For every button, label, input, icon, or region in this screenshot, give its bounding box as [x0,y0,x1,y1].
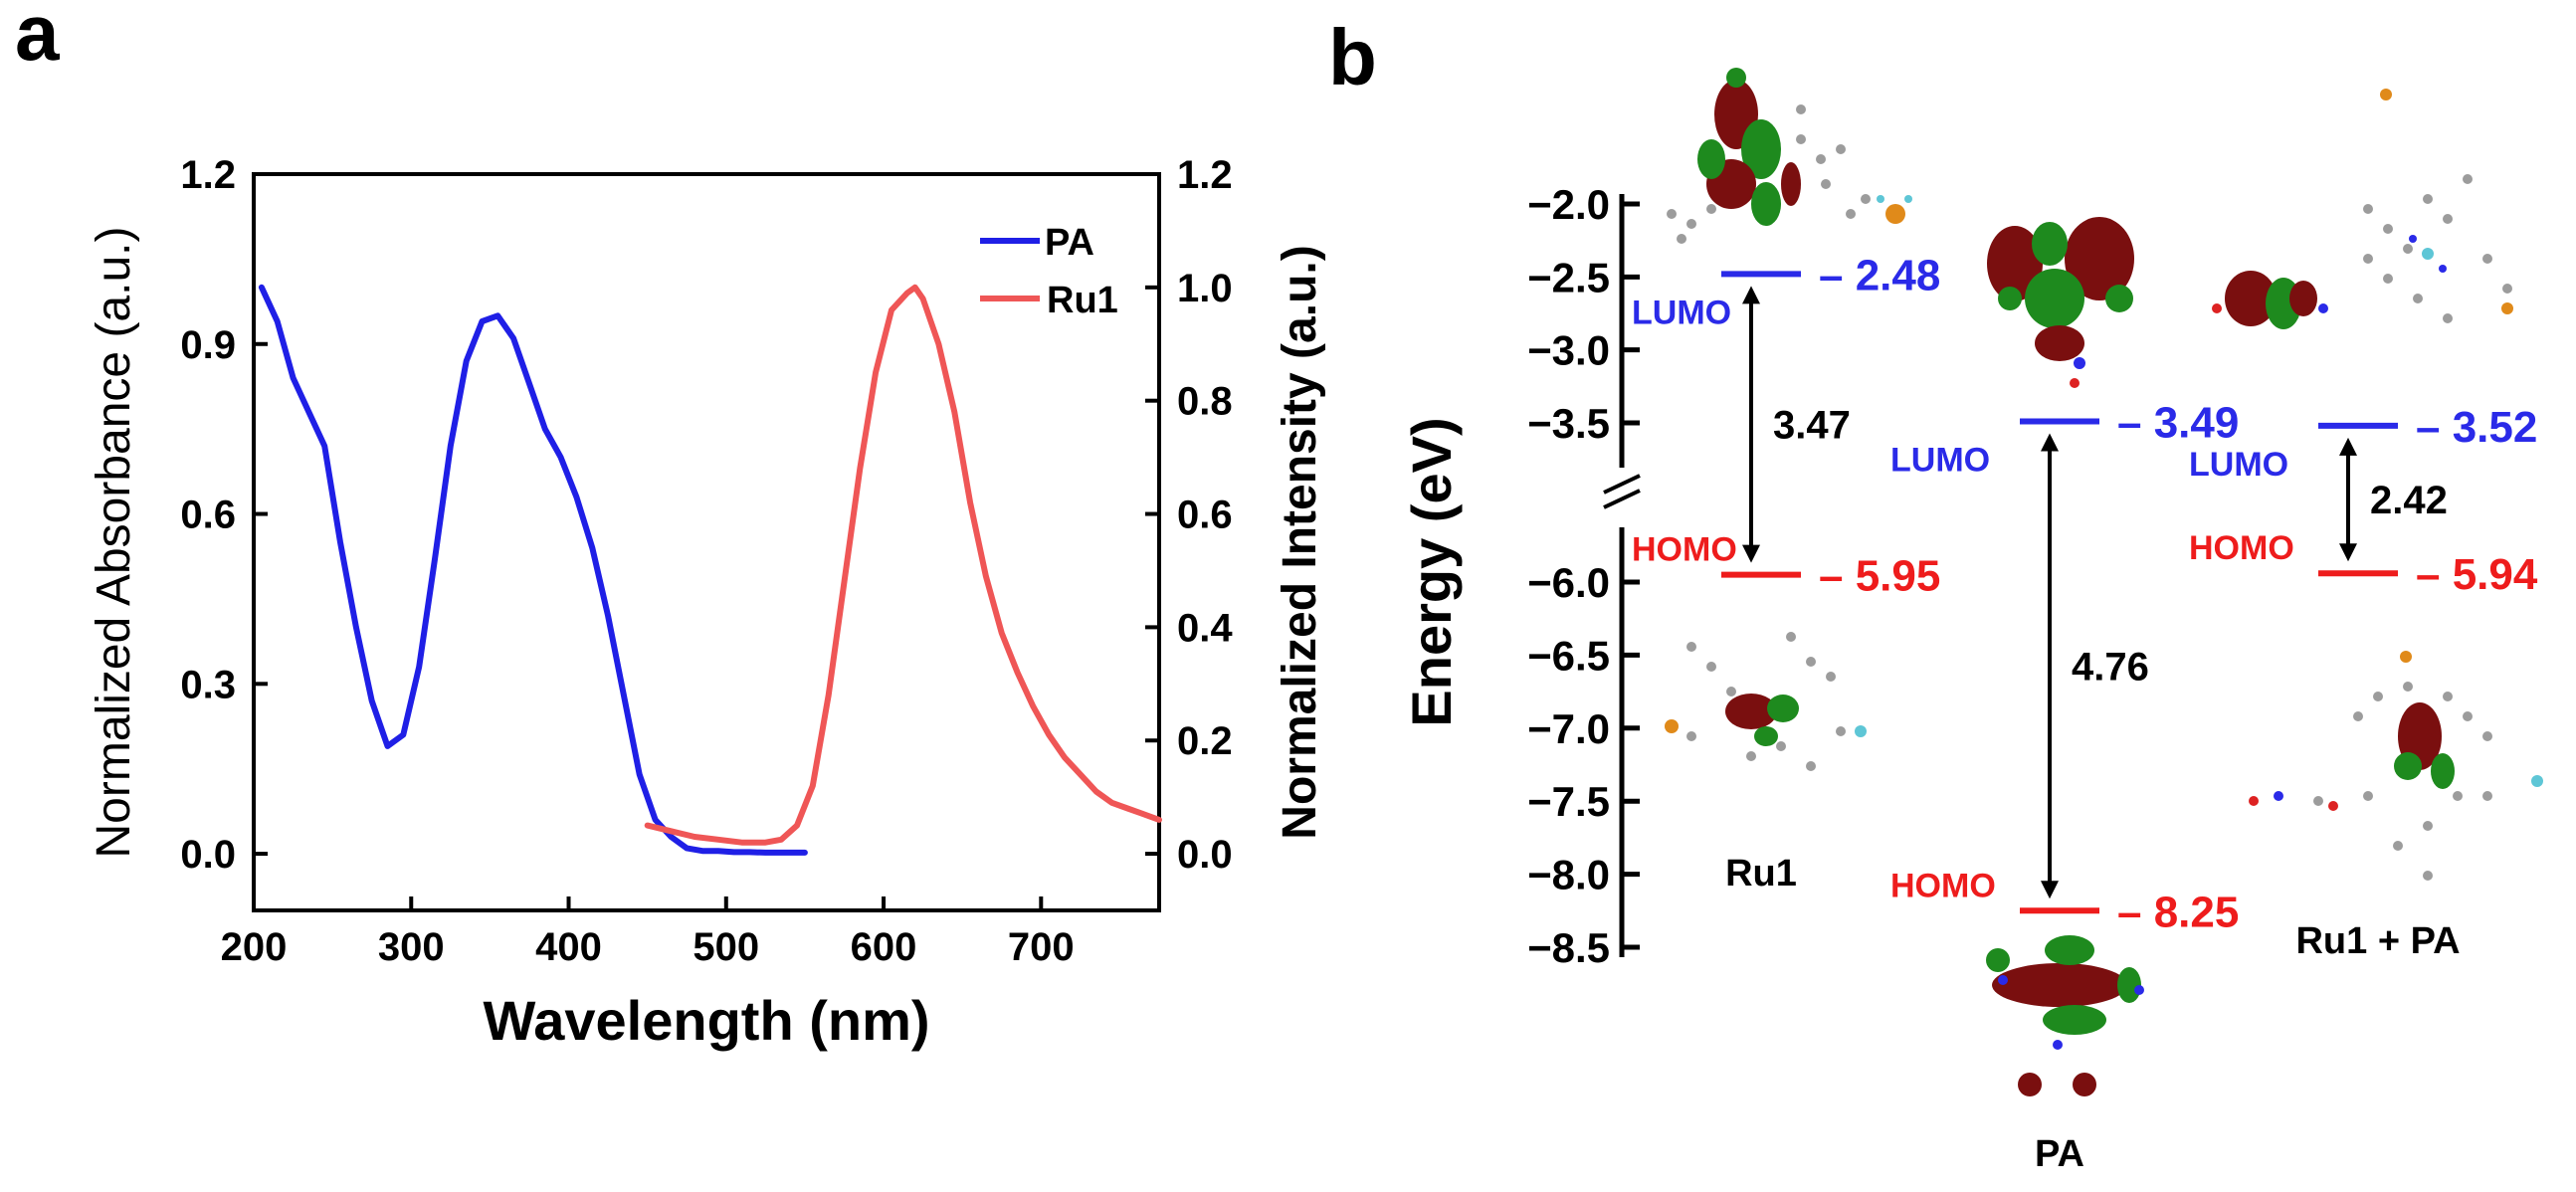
gap-value-ru1: 3.47 [1773,404,1851,448]
gap-arrowhead-down [2339,543,2357,562]
lumo-label-pa: LUMO [1890,442,1990,480]
panel-label-b: b [1328,13,1377,101]
gap-arrowhead-down [2041,881,2059,899]
energy-tick-label: −2.5 [1527,254,1610,300]
y-tick-label-left: 0.0 [180,833,236,877]
x-tick-label: 700 [1008,925,1075,969]
legend-label-ru1: Ru1 [1047,280,1118,321]
energy-level-diagram: −2.0 −2.5 −3.0 −3.5 −6.0 −6.5 −7.0 −7.5 −8.0 −8.5… [1400,68,2543,1175]
homo-label-ru1-pa: HOMO [2189,529,2294,567]
y-tick-label-right: 0.2 [1177,719,1233,763]
energy-tick-label: −7.5 [1527,778,1610,825]
pa-lumo-orbital-image [1987,217,2134,388]
gap-value-pa: 4.76 [2072,645,2149,689]
y-tick-label-right: 1.0 [1177,267,1233,310]
homo-value-ru1: – 5.95 [1819,552,1940,601]
pa-homo-orbital-image [1986,935,2144,1096]
homo-value-ru1-pa: – 5.94 [2416,550,2538,599]
lumo-value-pa: – 3.49 [2117,399,2239,448]
y-ticks-right: 0.0 0.2 0.4 0.6 0.8 1.0 1.2 [1145,153,1233,877]
gap-arrowhead-up [2041,433,2059,452]
y-tick-label-right: 1.2 [1177,153,1233,197]
system-name-pa: PA [2035,1133,2084,1175]
gap-arrowhead-up [2339,437,2357,456]
y-tick-label-right: 0.8 [1177,380,1233,424]
system-name-ru1: Ru1 [1725,853,1797,894]
y-tick-label-left: 0.9 [180,323,236,367]
series-lines [258,284,1162,856]
lumo-label-ru1: LUMO [1632,294,1731,331]
x-tick-label: 500 [693,925,759,969]
absorbance-emission-chart: 200 300 400 500 600 700 0.00.30.60.91.2 0.00.… [88,153,1326,1052]
ru1-homo-orbital-image [1665,632,1867,771]
y-axis-label-right: Normalized Intensity (a.u.) [1274,245,1326,839]
y-axis-label-left: Normalized Absorbance (a.u.) [88,227,140,859]
energy-ticks: −2.0 −2.5 −3.0 −3.5 −6.0 −6.5 −7.0 −7.5 −8.0 −8.5 [1527,181,1640,971]
energy-tick-label: −8.5 [1527,924,1610,971]
gap-arrowhead-up [1742,286,1760,304]
y-tick-label-right: 0.0 [1177,833,1233,877]
system-name-ru1-pa: Ru1 + PA [2295,920,2460,962]
ru1-pa-homo-orbital-image [2249,651,2543,881]
lumo-value-ru1: – 2.48 [1819,251,1940,299]
ru1-pa-lumo-orbital-image [2212,89,2513,329]
energy-tick-label: −7.0 [1527,705,1610,752]
axis-break-icon [1603,474,1641,509]
x-tick-label: 200 [221,925,288,969]
y-tick-label-left: 1.2 [180,153,236,197]
energy-tick-label: −3.0 [1527,327,1610,374]
y-tick-label-left: 0.6 [180,494,236,537]
energy-tick-label: −6.5 [1527,632,1610,679]
energy-tick-label: −3.5 [1527,400,1610,447]
y-tick-label-right: 0.4 [1177,606,1233,650]
homo-label-pa: HOMO [1890,867,1996,904]
y-tick-label-left: 0.3 [180,663,236,706]
lumo-value-ru1-pa: – 3.52 [2416,403,2537,452]
series-line-ru1 [644,284,1162,846]
energy-levels: – 2.48 – 5.95 LUMO HOMO 3.47 Ru1 – 3.49 – 8.25 L… [1632,251,2538,1175]
energy-tick-label: −6.0 [1527,559,1610,606]
x-tick-label: 600 [851,925,917,969]
gap-arrowhead-down [1742,544,1760,563]
y-tick-label-right: 0.6 [1177,494,1233,537]
series-line-pa [258,284,808,856]
energy-tick-label: −2.0 [1527,181,1610,228]
homo-label-ru1: HOMO [1632,531,1737,569]
homo-value-pa: – 8.25 [2117,888,2239,936]
x-ticks-a: 200 300 400 500 600 700 [221,896,1075,969]
legend: PA Ru1 [980,222,1118,321]
lumo-label-ru1-pa: LUMO [2189,446,2288,484]
legend-label-pa: PA [1045,222,1094,264]
gap-value-ru1-pa: 2.42 [2370,479,2448,522]
energy-axis-label: Energy (eV) [1400,417,1463,726]
panel-label-a: a [15,0,60,77]
y-ticks-left: 0.0 0.3 0.6 0.9 1.2 [180,153,268,877]
x-axis-label: Wavelength (nm) [483,989,929,1052]
plot-frame-a [252,172,1161,912]
ru1-lumo-orbital-image [1667,68,1912,244]
x-tick-label: 400 [535,925,602,969]
x-tick-label: 300 [378,925,445,969]
energy-tick-label: −8.0 [1527,852,1610,898]
